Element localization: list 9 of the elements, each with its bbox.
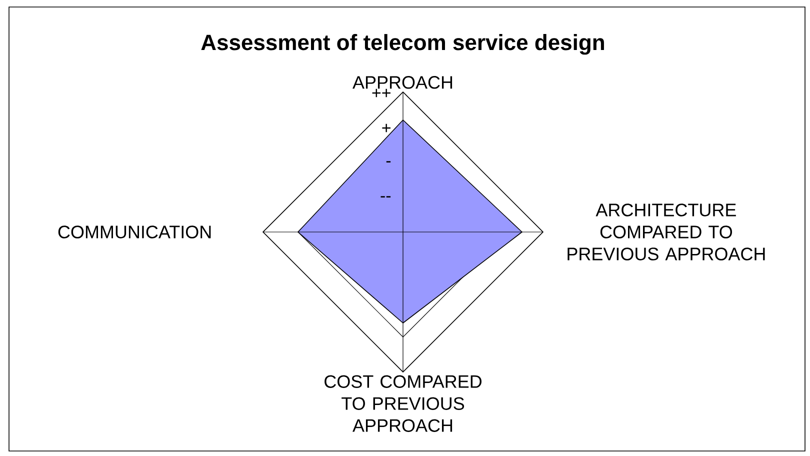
- y-tick-label: --: [380, 196, 391, 198]
- spoke-label: ARCHITECTURE COMPARED TO PREVIOUS APPROACH: [568, 204, 765, 260]
- y-tick-label: -: [386, 161, 391, 162]
- y-tick-label: ++: [372, 88, 390, 98]
- chart-title: Assessment of telecom service design: [201, 34, 604, 55]
- spoke-label: APPROACH: [352, 76, 452, 89]
- y-tick-label: +: [382, 124, 390, 132]
- spoke-label: COMMUNICATION: [58, 226, 211, 238]
- spoke-label: COST COMPARED TO PREVIOUS APPROACH: [324, 375, 482, 432]
